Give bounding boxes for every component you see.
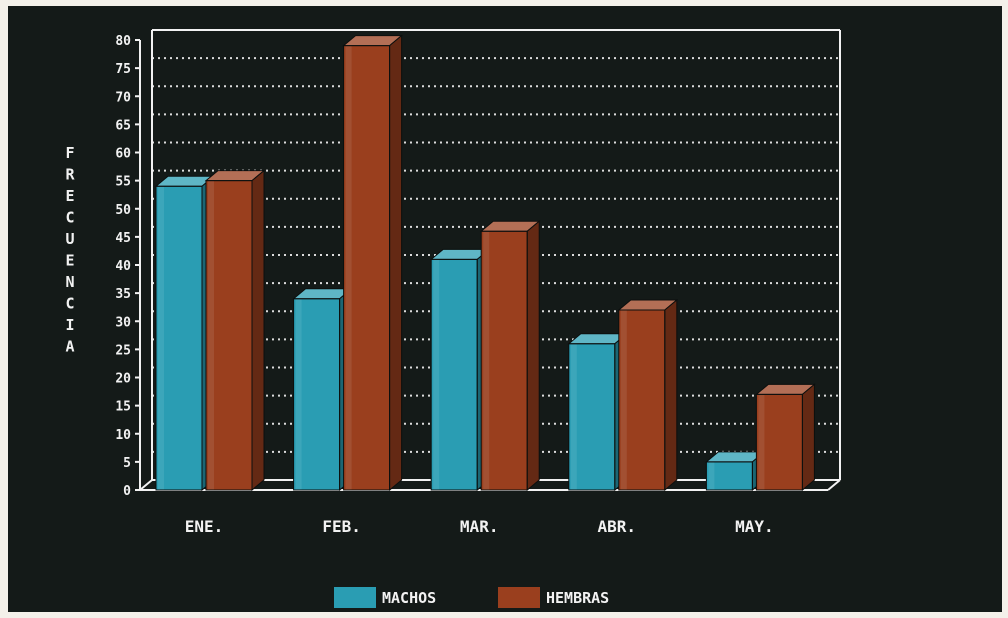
bar-hembras-4 [755,383,816,492]
y-tick-label: 5 [123,456,131,471]
x-tick-label: ENE. [185,517,224,536]
y-axis-label-letter: F [65,144,74,162]
bar-machos-2 [429,248,491,492]
y-tick-label: 55 [115,175,131,190]
legend-label: MACHOS [382,589,436,607]
frame-line [139,479,153,491]
bar-chart: 0 5 10 15 20 25 30 35 40 45 50 55 60 65 70 75 80 ENE. FEB… [65,29,841,608]
y-tick-label: 10 [115,428,131,443]
y-axis-label-letter: C [65,209,74,227]
y-axis-label-letter: E [65,187,74,205]
legend: MACHOS HEMBRAS [334,587,609,608]
y-tick-label: 0 [123,484,131,499]
y-axis-label-letter: C [65,295,74,313]
bar-machos-4 [705,450,766,492]
x-tick-label: ABR. [598,517,637,536]
x-axis: ENE. FEB. MAR. ABR. MAY. [185,517,774,536]
y-tick-label: 15 [115,400,131,415]
y-tick-label: 70 [115,90,131,105]
y-tick-label: 65 [115,118,131,133]
bar-machos-3 [567,332,629,492]
x-tick-label: FEB. [322,517,361,536]
y-tick-label: 30 [115,315,131,330]
bar-hembras-2 [479,220,541,492]
y-axis-label-letter: A [65,338,74,356]
y-tick-label: 60 [115,147,131,162]
y-axis-label-letter: U [65,230,74,248]
y-tick-label: 80 [115,34,131,49]
legend-swatch [498,587,540,608]
y-tick-label: 35 [115,287,131,302]
y-tick-label: 45 [115,231,131,246]
bar-machos-1 [292,287,353,492]
bars [154,34,816,492]
x-tick-label: MAR. [460,517,499,536]
legend-item-machos: MACHOS [334,587,436,608]
y-axis-label-letter: I [65,316,74,334]
legend-label: HEMBRAS [546,589,609,607]
y-tick-label: 50 [115,203,131,218]
y-tick-label: 40 [115,259,131,274]
y-axis-label-letter: N [65,273,74,291]
y-axis: 0 5 10 15 20 25 30 35 40 45 50 55 60 65 70 75 80 [115,34,140,499]
y-tick-label: 75 [115,62,131,77]
y-tick-label: 25 [115,343,131,358]
y-axis-label-letter: R [65,166,75,184]
frame-line [827,479,841,491]
bar-hembras-3 [617,298,679,492]
bar-hembras-0 [204,169,266,492]
y-tick-label: 20 [115,372,131,387]
legend-swatch [334,587,376,608]
legend-item-hembras: HEMBRAS [498,587,609,608]
monitor-screen: 0 5 10 15 20 25 30 35 40 45 50 55 60 65 70 75 80 ENE. FEB… [8,6,1002,612]
bar-machos-0 [154,175,216,492]
bar-hembras-1 [342,34,403,492]
x-tick-label: MAY. [735,517,774,536]
y-axis-label-letter: E [65,252,74,270]
